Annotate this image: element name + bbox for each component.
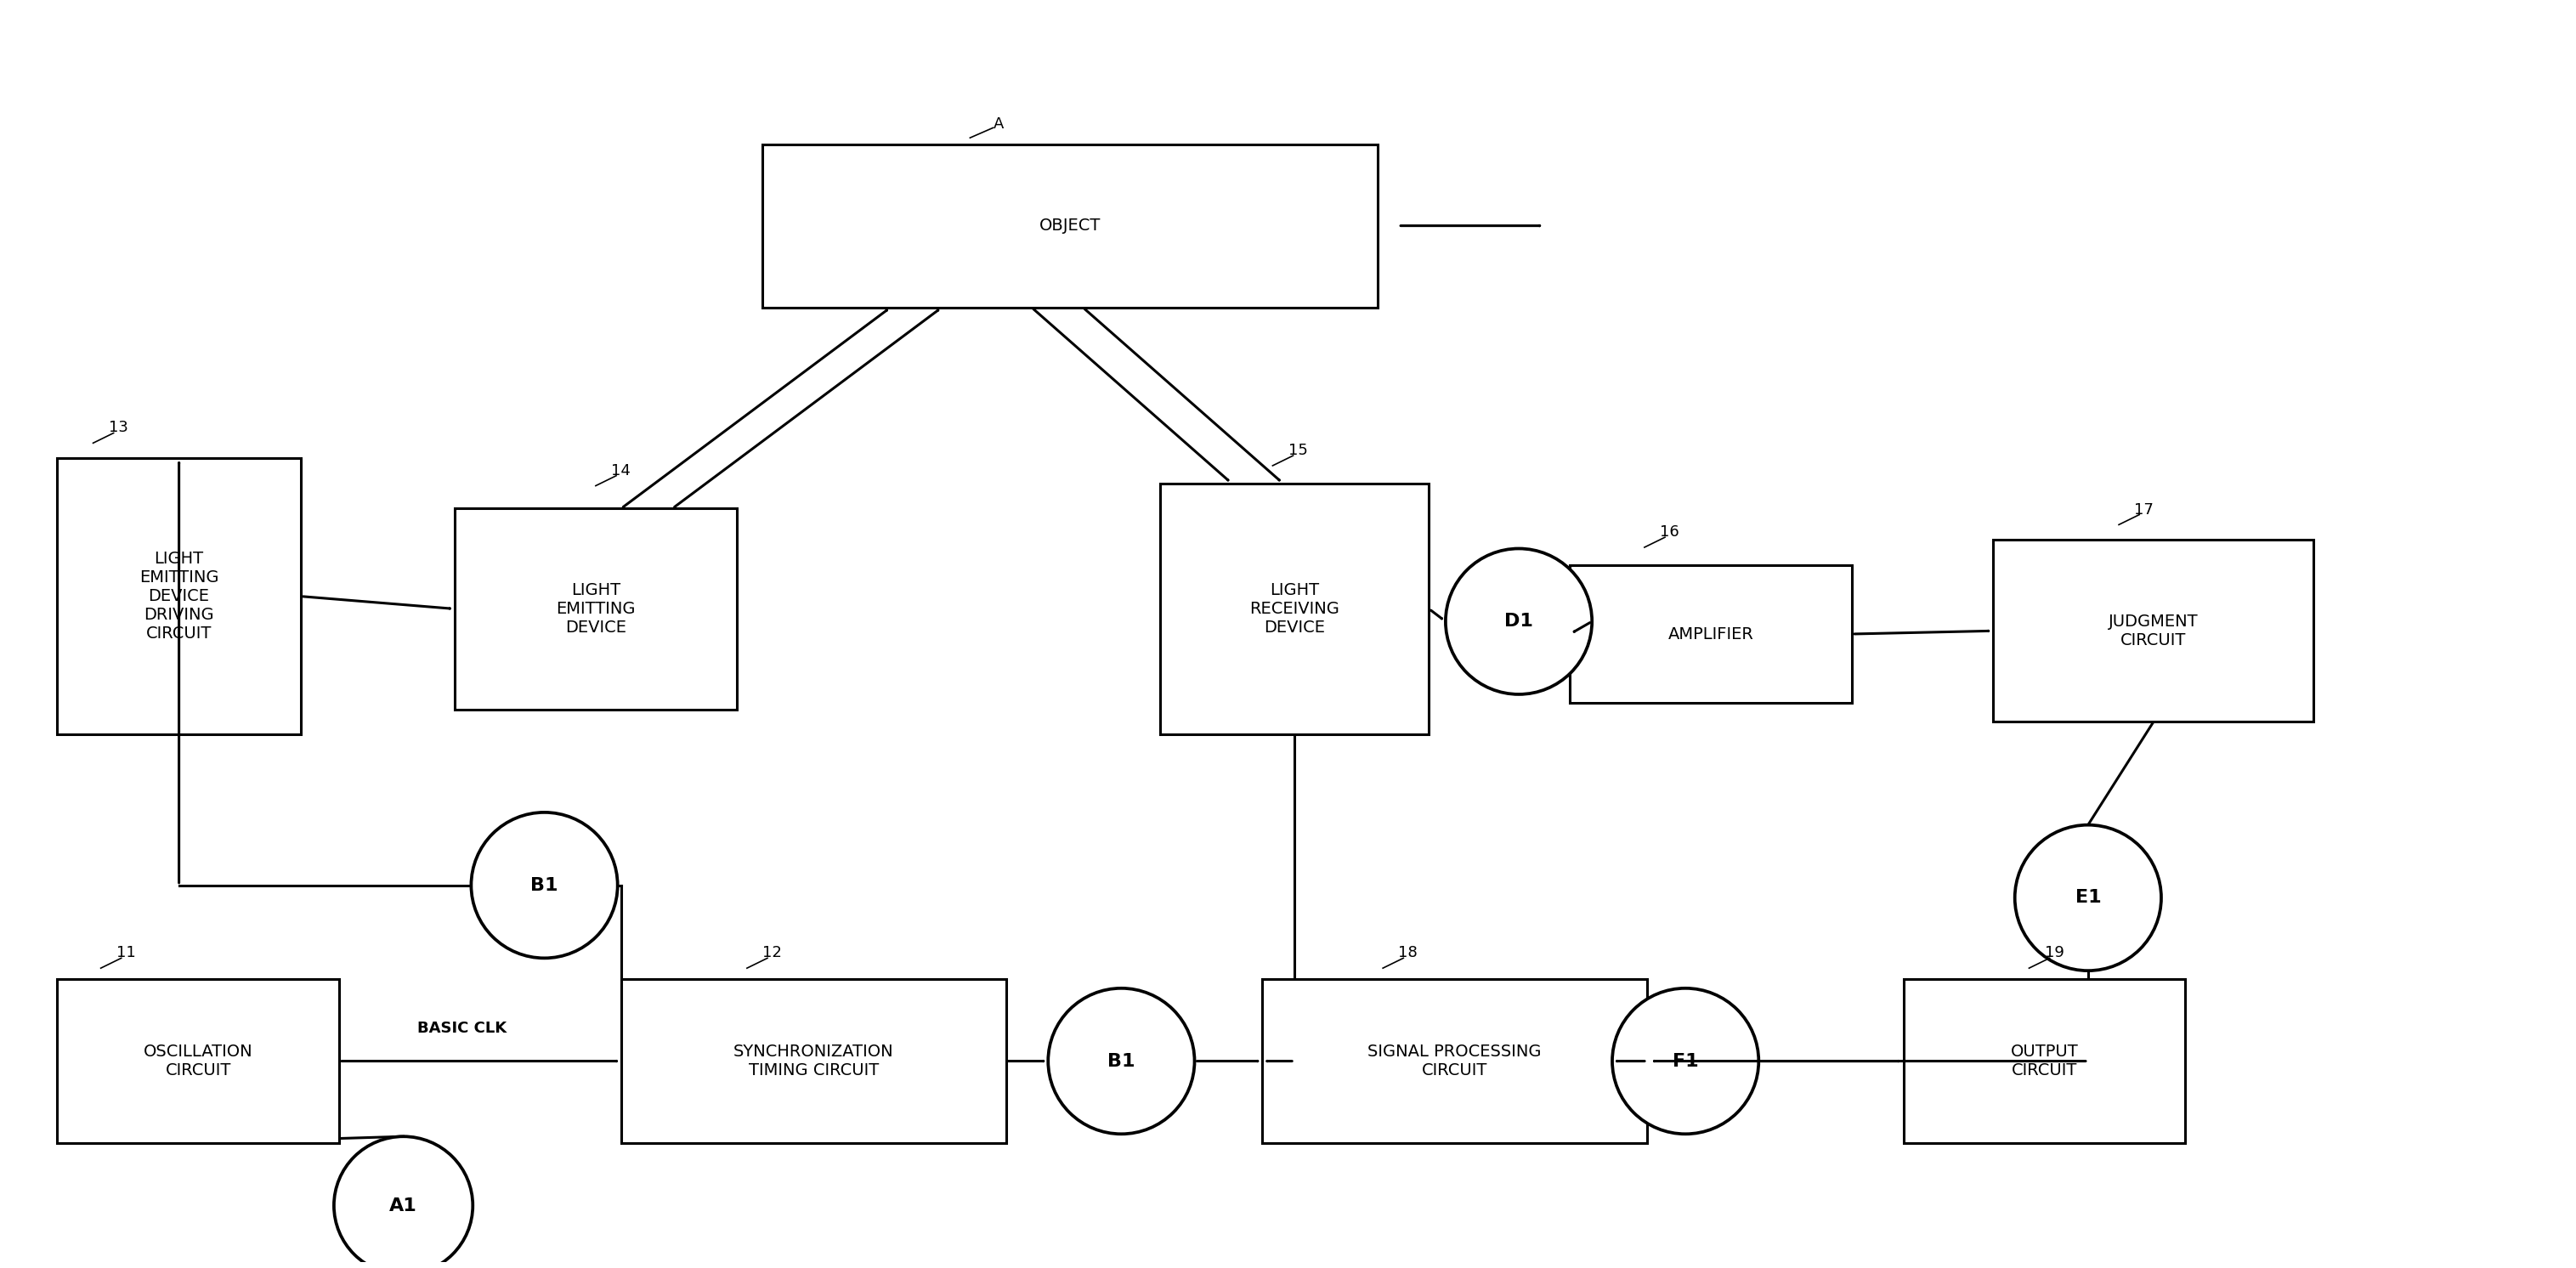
Text: BASIC CLK: BASIC CLK bbox=[417, 1021, 507, 1036]
Text: LIGHT
EMITTING
DEVICE: LIGHT EMITTING DEVICE bbox=[556, 582, 636, 635]
FancyBboxPatch shape bbox=[453, 508, 737, 709]
Text: A1: A1 bbox=[389, 1197, 417, 1213]
Ellipse shape bbox=[2014, 825, 2161, 971]
Text: JUDGMENT
CIRCUIT: JUDGMENT CIRCUIT bbox=[2110, 614, 2197, 648]
Text: LIGHT
RECEIVING
DEVICE: LIGHT RECEIVING DEVICE bbox=[1249, 582, 1340, 635]
Text: E1: E1 bbox=[2076, 889, 2102, 907]
FancyBboxPatch shape bbox=[1904, 979, 2184, 1142]
FancyBboxPatch shape bbox=[1159, 483, 1430, 734]
Text: SIGNAL PROCESSING
CIRCUIT: SIGNAL PROCESSING CIRCUIT bbox=[1368, 1044, 1540, 1079]
Text: D1: D1 bbox=[1504, 612, 1533, 630]
Text: 17: 17 bbox=[2133, 502, 2154, 517]
Text: 11: 11 bbox=[116, 946, 137, 961]
FancyBboxPatch shape bbox=[57, 979, 340, 1142]
Ellipse shape bbox=[471, 813, 618, 959]
Text: A: A bbox=[994, 117, 1005, 132]
FancyBboxPatch shape bbox=[762, 145, 1378, 307]
Text: OUTPUT
CIRCUIT: OUTPUT CIRCUIT bbox=[2009, 1044, 2079, 1079]
Ellipse shape bbox=[1048, 988, 1195, 1134]
Text: SYNCHRONIZATION
TIMING CIRCUIT: SYNCHRONIZATION TIMING CIRCUIT bbox=[734, 1044, 894, 1079]
Text: LIGHT
EMITTING
DEVICE
DRIVING
CIRCUIT: LIGHT EMITTING DEVICE DRIVING CIRCUIT bbox=[139, 550, 219, 642]
Ellipse shape bbox=[1445, 549, 1592, 695]
Text: OBJECT: OBJECT bbox=[1038, 218, 1100, 233]
Text: 19: 19 bbox=[2045, 946, 2063, 961]
Text: B1: B1 bbox=[1108, 1052, 1136, 1070]
Text: F1: F1 bbox=[1672, 1052, 1698, 1070]
Text: 16: 16 bbox=[1659, 525, 1680, 540]
Text: OSCILLATION
CIRCUIT: OSCILLATION CIRCUIT bbox=[144, 1044, 252, 1079]
Text: 14: 14 bbox=[611, 463, 631, 478]
FancyBboxPatch shape bbox=[621, 979, 1007, 1142]
Ellipse shape bbox=[1613, 988, 1759, 1134]
Text: 12: 12 bbox=[762, 946, 781, 961]
FancyBboxPatch shape bbox=[1994, 540, 2313, 721]
Text: AMPLIFIER: AMPLIFIER bbox=[1669, 626, 1754, 642]
FancyBboxPatch shape bbox=[1262, 979, 1646, 1142]
Ellipse shape bbox=[335, 1136, 474, 1268]
Text: B1: B1 bbox=[531, 876, 559, 894]
Text: 13: 13 bbox=[108, 420, 129, 435]
Text: 15: 15 bbox=[1288, 443, 1309, 458]
Text: 18: 18 bbox=[1399, 946, 1417, 961]
FancyBboxPatch shape bbox=[1569, 566, 1852, 702]
FancyBboxPatch shape bbox=[57, 458, 301, 734]
